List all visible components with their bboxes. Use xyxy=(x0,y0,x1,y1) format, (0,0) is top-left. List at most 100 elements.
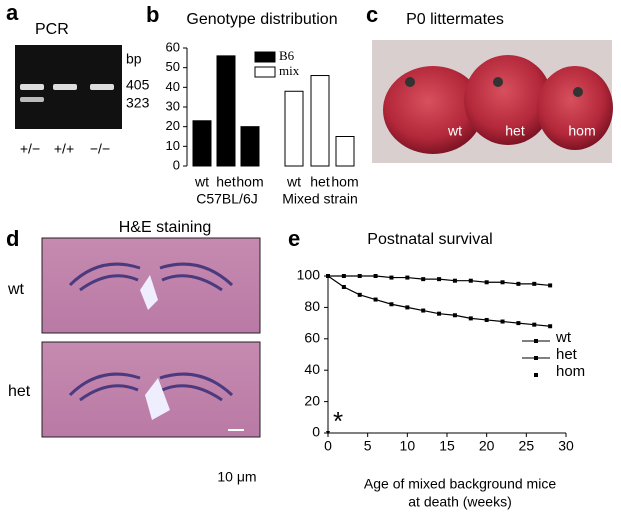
panel-label: c xyxy=(366,2,378,27)
point xyxy=(373,297,378,302)
x-tick-label: 0 xyxy=(324,438,332,454)
point xyxy=(389,275,394,280)
x-tick-label: 5 xyxy=(364,438,372,454)
lane-label: +/− xyxy=(20,141,40,157)
scale-label: 10 μm xyxy=(217,469,256,485)
x-tick-label: 30 xyxy=(558,438,574,454)
panel-label: e xyxy=(288,226,300,251)
bar xyxy=(284,90,304,167)
point xyxy=(405,275,410,280)
legend-label: mix xyxy=(279,63,300,78)
point xyxy=(532,281,537,286)
y-tick-label: 20 xyxy=(166,118,180,133)
point xyxy=(468,278,473,283)
x-tick-label: 10 xyxy=(400,438,416,454)
pups xyxy=(383,55,613,154)
legend-swatch xyxy=(254,66,276,78)
point xyxy=(405,305,410,310)
x-tick-label: het xyxy=(310,174,330,190)
point xyxy=(373,274,378,278)
point xyxy=(516,281,521,286)
x-tick-label: wt xyxy=(286,174,301,190)
legend-label: het xyxy=(556,346,578,363)
point xyxy=(468,316,473,321)
y-tick-label: 20 xyxy=(304,392,320,408)
point xyxy=(516,321,521,326)
x-tick-label: 25 xyxy=(519,438,535,454)
y-tick-label: 60 xyxy=(166,39,180,54)
point xyxy=(452,313,457,318)
y-tick-label: 30 xyxy=(166,98,180,113)
lane-label: −/− xyxy=(90,141,110,157)
y-tick-label: 50 xyxy=(166,59,180,74)
gel-bands xyxy=(20,84,114,102)
chart-title: Postnatal survival xyxy=(367,231,492,248)
row-label: het xyxy=(8,383,31,400)
x-tick-label: wt xyxy=(194,174,209,190)
panel-label: b xyxy=(146,2,159,27)
point xyxy=(484,317,489,322)
unit-label: bp xyxy=(126,51,142,67)
panel-title: P0 littermates xyxy=(406,11,504,28)
legend-swatch xyxy=(254,51,276,63)
x-axis-label: Age of mixed background mice xyxy=(364,476,556,492)
row-label: wt xyxy=(7,281,25,298)
legend-marker xyxy=(534,373,538,377)
lane-label: +/+ xyxy=(54,141,74,157)
group-label: Mixed strain xyxy=(282,191,357,207)
y-tick-label: 0 xyxy=(173,157,180,172)
bar xyxy=(240,126,260,167)
panel-title: H&E staining xyxy=(119,219,212,236)
y-tick-label: 10 xyxy=(166,138,180,153)
y-tick-label: 60 xyxy=(304,330,320,346)
point xyxy=(357,292,362,297)
y-tick-label: 80 xyxy=(304,298,320,314)
pup-label: wt xyxy=(447,123,462,139)
point xyxy=(548,324,553,329)
band-label: 405 xyxy=(126,77,150,93)
legend-label: hom xyxy=(556,363,585,380)
point xyxy=(452,278,457,283)
x-tick-label: 20 xyxy=(479,438,495,454)
point xyxy=(500,280,505,285)
bar xyxy=(192,120,212,167)
point xyxy=(532,322,537,327)
point xyxy=(326,431,330,435)
y-tick-label: 40 xyxy=(304,361,320,377)
point xyxy=(357,274,362,278)
legend-label: B6 xyxy=(279,48,295,63)
point xyxy=(548,283,553,288)
point xyxy=(500,319,505,324)
point xyxy=(437,277,442,282)
panel-label: a xyxy=(6,0,19,25)
pup-label: hom xyxy=(568,123,595,139)
x-tick-label: 15 xyxy=(439,438,455,454)
histology xyxy=(41,237,261,438)
annotation: * xyxy=(333,406,343,436)
x-tick-label: hom xyxy=(331,174,358,190)
point xyxy=(326,274,330,278)
legend-marker xyxy=(534,339,538,343)
point xyxy=(421,308,426,313)
legend-marker xyxy=(534,356,538,360)
bar xyxy=(335,136,355,167)
point xyxy=(421,277,426,282)
panel-label: d xyxy=(6,226,19,251)
point xyxy=(389,302,394,307)
point xyxy=(341,284,346,289)
panel-title: PCR xyxy=(35,21,69,38)
chart-title: Genotype distribution xyxy=(186,11,337,28)
bar xyxy=(216,55,236,167)
bar xyxy=(310,75,330,167)
point xyxy=(484,280,489,285)
x-axis-label: at death (weeks) xyxy=(408,494,512,510)
point xyxy=(341,274,346,278)
legend-label: wt xyxy=(555,329,572,346)
point xyxy=(437,311,442,316)
y-tick-label: 100 xyxy=(297,267,321,283)
y-tick-label: 40 xyxy=(166,79,180,94)
group-label: C57BL/6J xyxy=(196,191,257,207)
y-tick-label: 0 xyxy=(312,424,320,440)
pup-label: het xyxy=(505,123,525,139)
